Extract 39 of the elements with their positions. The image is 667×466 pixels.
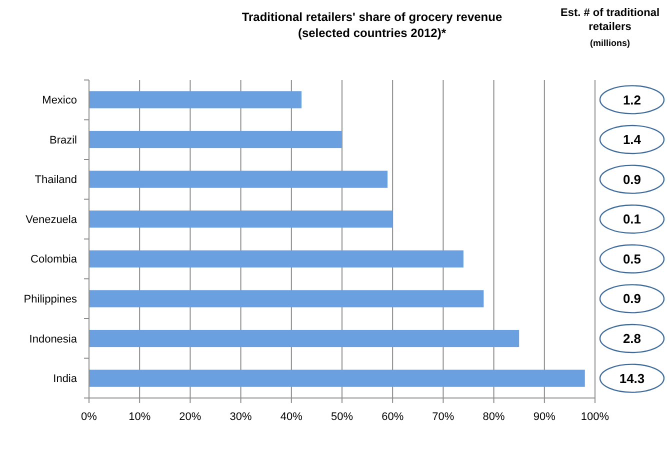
y-tick-label: Mexico	[42, 94, 77, 107]
text: (millions)	[590, 38, 630, 48]
x-tick-label: 0%	[81, 411, 98, 423]
text: 14.3	[619, 370, 645, 386]
bar	[89, 330, 520, 348]
text: 1.2	[622, 92, 642, 108]
y-tick-label: Philippines	[24, 294, 78, 306]
text: 0.9	[622, 291, 642, 306]
text: 2.8	[622, 331, 642, 346]
text: 1.4	[622, 132, 642, 148]
x-tick-label: 40%	[280, 411, 303, 423]
x-tick-label: 70%	[432, 411, 454, 423]
bar	[89, 290, 484, 308]
x-tick-label: 100%	[580, 411, 610, 423]
x-tick-label: 30%	[230, 411, 252, 423]
x-tick-label: 20%	[179, 411, 202, 423]
x-tick-label: 80%	[482, 411, 506, 423]
x-tick-label: 10%	[128, 411, 151, 423]
bar	[89, 170, 388, 188]
bar	[89, 250, 464, 268]
y-tick-label: India	[53, 373, 78, 386]
text: Est. # of traditional retailers	[560, 7, 660, 33]
x-tick-label: 60%	[382, 411, 404, 423]
chart-title: Traditional retailers' share of grocery revenue	[242, 10, 502, 24]
y-tick-label: Brazil	[49, 134, 77, 146]
x-tick-label: 50%	[330, 411, 354, 423]
text: 0.5	[622, 251, 642, 266]
y-tick-label: Thailand	[34, 174, 77, 186]
bar	[89, 91, 302, 108]
text: 0.9	[622, 172, 642, 187]
bar	[89, 370, 585, 387]
chart-subtitle: (selected countries 2012)*	[298, 26, 446, 40]
bar	[89, 210, 393, 228]
y-tick-label: Indonesia	[29, 333, 78, 346]
bar	[89, 130, 342, 148]
x-tick-label: 90%	[533, 411, 556, 423]
text: 0.1	[622, 212, 642, 227]
y-tick-label: Venezuela	[26, 214, 78, 226]
y-tick-label: Colombia	[30, 254, 78, 266]
